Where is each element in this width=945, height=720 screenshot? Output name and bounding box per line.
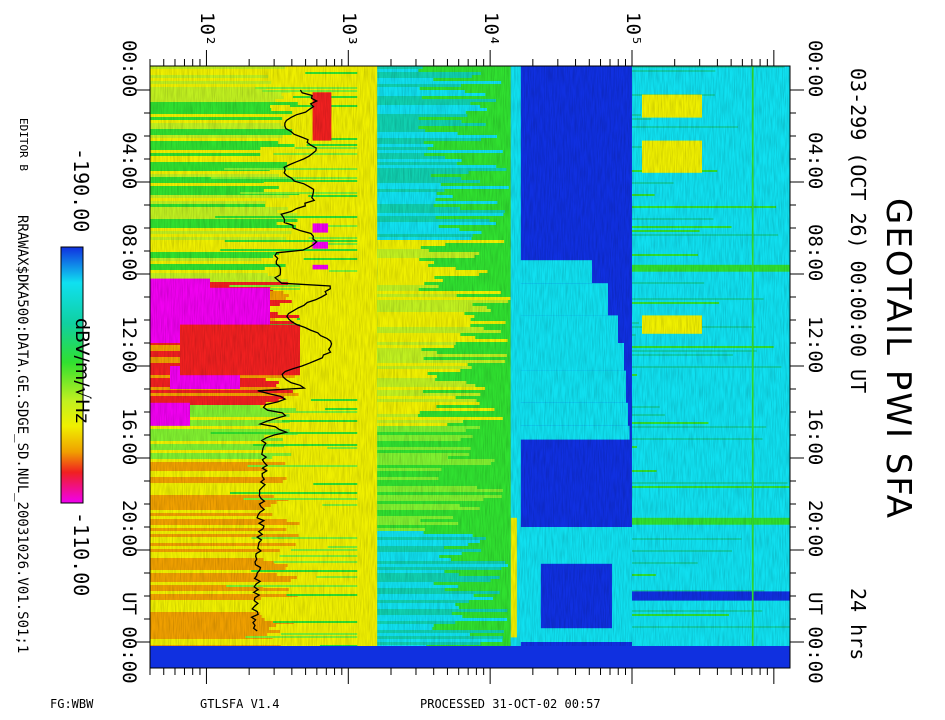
axis-ticks xyxy=(136,50,804,684)
y-tick-label-left: 04:00 xyxy=(118,132,140,190)
plot-frame xyxy=(149,65,791,669)
chart-title: GEOTAIL PWI SFA xyxy=(878,198,918,520)
y-tick-label-right: 20:00 xyxy=(804,500,826,558)
processed-label: PROCESSED 31-OCT-02 00:57 xyxy=(420,697,601,711)
x-tick-label: 10³ xyxy=(338,12,361,47)
y-tick-label-right: 16:00 xyxy=(804,408,826,466)
colorbar-max-label: -110.00 xyxy=(69,512,93,597)
x-tick-label: 10⁵ xyxy=(621,12,644,47)
x-tick-label: 10² xyxy=(196,12,219,47)
streak-texture xyxy=(150,66,790,646)
y-tick-label-left: 16:00 xyxy=(118,408,140,466)
chart-subtitle: 03-299 (OCT 26) 00:00:00 UT xyxy=(846,68,870,394)
program-version-label: GTLSFA V1.4 xyxy=(200,697,280,711)
y-tick-label-left: 00:00 xyxy=(118,40,140,98)
data-path-label: RRAWAX$DKA500:DATA.GE.SDGE_SD.NUL_200310… xyxy=(14,215,30,654)
colorbar-unit-label: dBV/m/√Hz xyxy=(71,318,93,424)
y-tick-label-left: 12:00 xyxy=(118,316,140,374)
y-tick-label-right: 04:00 xyxy=(804,132,826,190)
footer-left-label: FG:WBW xyxy=(50,697,94,711)
duration-label: 24 hrs xyxy=(846,588,870,661)
y-tick-label-right: 00:00 xyxy=(804,40,826,98)
y-tick-label-left: 08:00 xyxy=(118,224,140,282)
y-tick-label-left: 20:00 xyxy=(118,500,140,558)
y-tick-label-right: UT 00:00 xyxy=(804,592,826,684)
editor-label: EDITOR B xyxy=(17,118,30,171)
cutoff-frequency-trace xyxy=(250,89,333,632)
x-tick-label: 10⁴ xyxy=(480,12,503,47)
colorbar-min-label: -190.00 xyxy=(69,148,93,233)
colorbar xyxy=(60,246,84,504)
y-tick-label-right: 12:00 xyxy=(804,316,826,374)
data-gap-band xyxy=(150,646,790,668)
y-tick-label-left: UT 00:00 xyxy=(118,592,140,684)
y-tick-label-right: 08:00 xyxy=(804,224,826,282)
